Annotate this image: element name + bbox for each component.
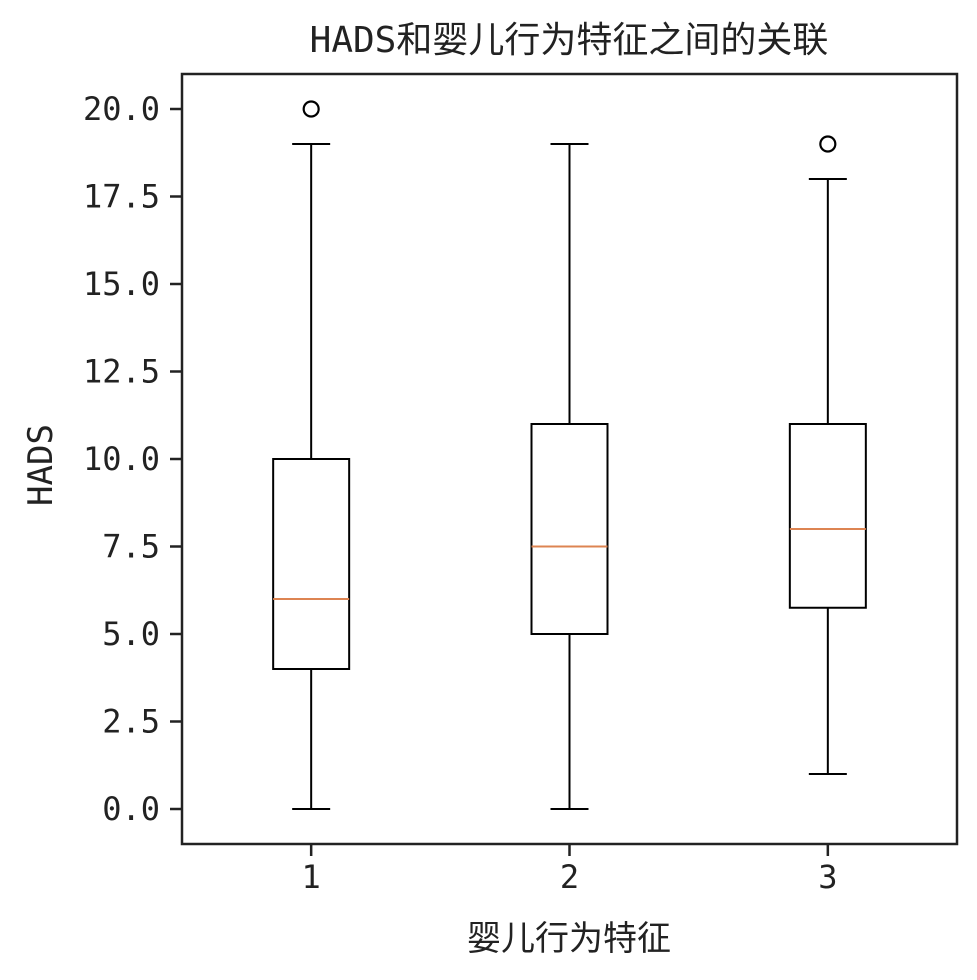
iqr-box — [530, 423, 609, 635]
box-group-2 — [530, 143, 609, 810]
outlier-point — [819, 135, 837, 153]
box-group-1 — [272, 100, 351, 810]
y-tick-label: 12.5 — [83, 353, 160, 391]
chart-title: HADS和婴儿行为特征之间的关联 — [310, 20, 829, 61]
box-group-3 — [788, 135, 867, 775]
x-tick-label: 3 — [818, 858, 837, 896]
y-axis-label: HADS — [21, 424, 61, 506]
x-tick-label: 2 — [560, 858, 579, 896]
outlier-point — [302, 100, 320, 118]
plot-area: 0.0 2.5 5.0 7.5 10.0 12.5 15.0 17.5 20.0 1 2 3 — [83, 72, 959, 896]
y-tick-label: 7.5 — [102, 528, 160, 566]
x-axis-label: 婴儿行为特征 — [467, 919, 671, 959]
iqr-box — [272, 458, 351, 670]
y-tick-label: 17.5 — [83, 178, 160, 216]
iqr-box — [788, 423, 867, 609]
y-tick-label: 20.0 — [83, 90, 160, 128]
x-tick-label: 1 — [302, 858, 321, 896]
y-tick-label: 15.0 — [83, 265, 160, 303]
y-tick-label: 5.0 — [102, 615, 160, 653]
y-tick-label: 10.0 — [83, 440, 160, 478]
y-tick-label: 2.5 — [102, 703, 160, 741]
y-tick-label: 0.0 — [102, 790, 160, 828]
